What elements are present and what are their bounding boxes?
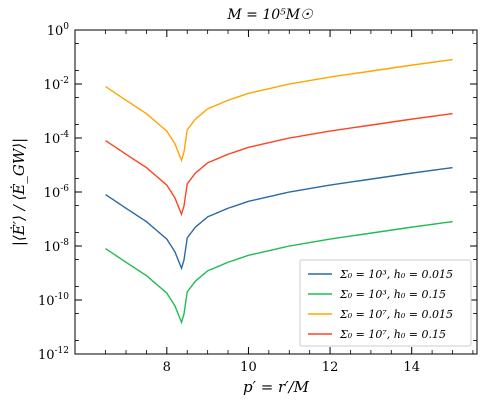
legend-label-3: Σ₀ = 10⁷, h₀ = 0.015 [339,308,453,321]
x-tick-label: 8 [163,360,171,375]
legend-label-4: Σ₀ = 10⁷, h₀ = 0.15 [339,328,446,341]
y-tick-label: 10-8 [44,238,70,255]
x-tick-label: 14 [403,360,420,375]
legend-box [299,259,472,347]
y-tick-label: 10-10 [38,292,69,309]
legend: Σ₀ = 10³, h₀ = 0.015 Σ₀ = 10³, h₀ = 0.15 Σ… [299,259,472,347]
y-tick-label: 10-2 [44,76,69,93]
y-tick-label: 100 [47,22,70,39]
x-tick-label: 12 [322,360,339,375]
ticks-layer: 8 10 12 14 10-12 10-10 10-8 10-6 10-4 10-2 100 [38,22,477,375]
series-line-3 [105,58,453,163]
series-line-2 [105,220,453,325]
legend-label-1: Σ₀ = 10³, h₀ = 0.015 [339,268,453,281]
series-line-4 [105,112,453,217]
series-line-1 [105,166,453,271]
y-tick-label: 10-6 [44,184,70,201]
series-layer [105,58,453,325]
x-axis-label: p′ = r′/M [243,378,310,396]
legend-label-2: Σ₀ = 10³, h₀ = 0.15 [339,288,446,301]
x-tick-label: 10 [240,360,257,375]
y-tick-label: 10-4 [44,130,70,147]
chart-title: M = 10⁵M☉ [226,7,314,23]
y-axis-label: |⟨Ė′⟩ / ⟨Ė_GW⟩| [10,138,28,246]
y-tick-label: 10-12 [38,346,69,363]
